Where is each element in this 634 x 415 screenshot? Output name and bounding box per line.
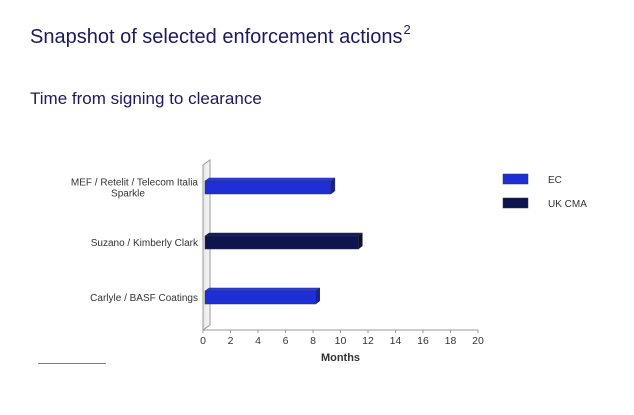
category-label: Carlyle / BASF Coatings <box>90 293 198 304</box>
legend-swatch <box>502 197 529 209</box>
title-footnote-marker: 2 <box>403 22 411 37</box>
category-label-line: Carlyle / BASF Coatings <box>90 293 198 304</box>
category-label-line: MEF / Retelit / Telecom Italia <box>71 178 199 189</box>
footer-divider <box>38 363 106 364</box>
legend-label: UK CMA <box>548 199 587 210</box>
x-tick-label: 8 <box>310 335 316 347</box>
bar-end-face <box>330 177 336 195</box>
legend-label: EC <box>548 175 562 186</box>
category-labels: MEF / Retelit / Telecom Italia Sparkle Suz… <box>71 178 199 305</box>
x-tick-label: 14 <box>390 335 402 347</box>
page-title: Snapshot of selected enforcement actions… <box>30 22 411 49</box>
legend-swatch <box>502 173 529 185</box>
bar-end-face <box>358 232 363 250</box>
x-tick-label: 0 <box>200 335 206 347</box>
bar-ec <box>204 290 316 305</box>
bars <box>204 177 364 305</box>
category-label: Suzano / Kimberly Clark <box>91 238 199 249</box>
bar-ec <box>204 180 332 195</box>
x-tick-label: 16 <box>417 335 429 347</box>
bar-end-face <box>315 287 320 305</box>
x-axis-title: Months <box>321 352 360 364</box>
category-label: MEF / Retelit / Telecom Italia Sparkle <box>71 178 199 200</box>
x-tick-label: 10 <box>335 335 347 347</box>
x-tick-label: 18 <box>445 335 457 347</box>
bar-top-face <box>204 177 336 182</box>
x-tick-label: 12 <box>362 335 374 347</box>
x-tick-label: 6 <box>283 335 289 347</box>
x-tick-label: 2 <box>228 335 234 347</box>
bar-top-face <box>204 287 321 292</box>
page-title-text: Snapshot of selected enforcement actions <box>30 26 403 48</box>
bar-uk-cma <box>204 235 359 250</box>
x-tick-label: 20 <box>472 335 484 347</box>
category-label-line: Sparkle <box>111 189 145 200</box>
category-label-line: Suzano / Kimberly Clark <box>91 238 199 249</box>
x-tick-label: 4 <box>255 335 261 347</box>
x-axis: 0 2 4 6 8 10 12 14 16 18 20 Months <box>200 329 484 364</box>
legend: EC UK CMA <box>502 173 587 210</box>
bar-top-face <box>204 232 364 237</box>
chart-subtitle: Time from signing to clearance <box>30 89 262 108</box>
